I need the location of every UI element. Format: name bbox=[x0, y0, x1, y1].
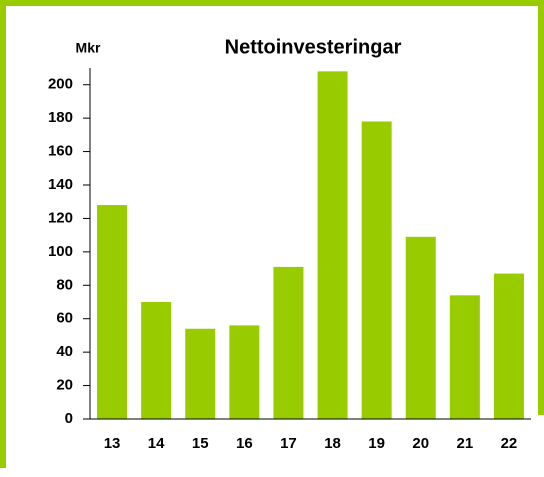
bar bbox=[317, 71, 348, 419]
y-tick-label: 0 bbox=[65, 410, 73, 427]
y-tick-label: 60 bbox=[56, 310, 73, 327]
x-tick-label: 16 bbox=[236, 435, 253, 452]
y-tick-label: 180 bbox=[48, 109, 73, 126]
bar bbox=[493, 273, 524, 419]
bar bbox=[97, 205, 128, 419]
bar bbox=[405, 236, 436, 419]
x-tick-label: 20 bbox=[412, 435, 429, 452]
y-axis-label: Mkr bbox=[76, 40, 101, 56]
x-tick-label: 21 bbox=[457, 435, 474, 452]
x-tick-label: 15 bbox=[192, 435, 209, 452]
bar bbox=[361, 121, 392, 419]
y-tick-label: 100 bbox=[48, 243, 73, 260]
x-tick-label: 14 bbox=[148, 435, 165, 452]
y-tick-label: 40 bbox=[56, 343, 73, 360]
bar bbox=[141, 302, 172, 419]
x-tick-label: 19 bbox=[368, 435, 385, 452]
bar bbox=[273, 266, 304, 419]
y-tick-label: 20 bbox=[56, 377, 73, 394]
bar bbox=[449, 295, 480, 419]
y-tick-label: 80 bbox=[56, 276, 73, 293]
x-tick-label: 17 bbox=[280, 435, 297, 452]
y-tick-label: 160 bbox=[48, 143, 73, 160]
x-tick-label: 22 bbox=[501, 435, 518, 452]
chart-title: Nettoinvesteringar bbox=[225, 36, 402, 58]
y-tick-label: 140 bbox=[48, 176, 73, 193]
y-tick-label: 200 bbox=[48, 76, 73, 93]
x-tick-label: 13 bbox=[104, 435, 121, 452]
bar bbox=[185, 328, 216, 419]
x-tick-label: 18 bbox=[324, 435, 341, 452]
bar bbox=[229, 325, 260, 419]
y-tick-label: 120 bbox=[48, 209, 73, 226]
